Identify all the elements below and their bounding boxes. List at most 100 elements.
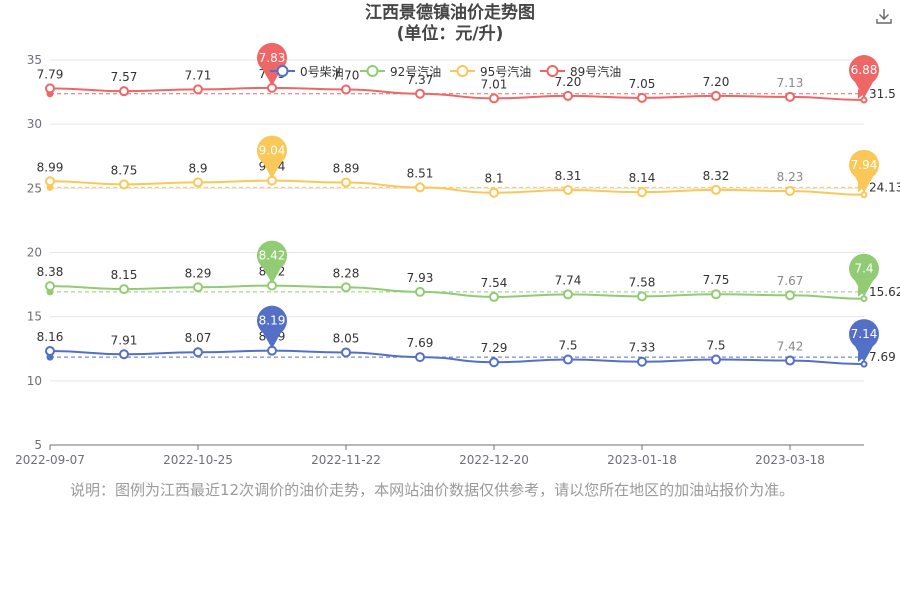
data-label: 7.42 — [777, 340, 804, 354]
legend-label: 89号汽油 — [570, 64, 621, 79]
data-label: 7.5 — [706, 339, 725, 353]
data-point — [860, 360, 868, 368]
series-1: 15.62 8.38 8.15 8.29 8.42 8.28 7.93 7.54 7.74 7.5… — [37, 240, 900, 303]
data-label: 7.13 — [777, 76, 804, 90]
x-tick-label: 2022-10-25 — [163, 453, 233, 467]
legend-item-0: 0号柴油 — [270, 65, 344, 79]
max-marker: 8.19 — [257, 305, 288, 349]
data-label: 7.54 — [481, 276, 508, 290]
data-point — [785, 355, 795, 366]
series-line — [49, 284, 865, 300]
x-tick-label: 2023-01-18 — [607, 453, 677, 467]
data-point — [711, 184, 721, 195]
legend-symbol — [546, 65, 559, 77]
max-marker: 9.04 — [257, 135, 288, 179]
marker-pin-label: 6.88 — [851, 63, 878, 77]
data-point — [119, 179, 129, 190]
data-label: 8.9 — [188, 161, 207, 175]
x-tick-label: 2022-12-20 — [459, 453, 529, 467]
data-point — [860, 96, 868, 104]
last-marker: 7.4 — [849, 253, 880, 297]
marker-pin-label: 7.4 — [854, 262, 873, 276]
average-line-arrow — [858, 88, 864, 99]
data-label: 7.37 — [407, 73, 434, 87]
data-point — [415, 182, 425, 193]
data-label: 8.99 — [37, 160, 64, 174]
data-label: 7.05 — [629, 77, 656, 91]
data-point — [193, 282, 203, 293]
chart-note: 说明：图例为江西最近12次调价的油价走势，本网站油价数据仅供参考，请以您所在地区… — [70, 481, 795, 499]
data-point — [341, 347, 351, 358]
data-point — [45, 346, 55, 357]
marker-pin — [257, 240, 288, 284]
data-point — [563, 354, 573, 365]
legend-label: 0号柴油 — [300, 65, 344, 79]
data-label: 7.33 — [629, 341, 656, 355]
chart-title-main: 江西景德镇油价走势图 — [365, 3, 535, 23]
data-point — [489, 187, 499, 198]
data-label: 8.51 — [407, 166, 434, 180]
marker-pin — [849, 55, 880, 99]
series-line — [49, 86, 865, 102]
data-point — [563, 90, 573, 101]
chart-subtitle: (单位：元/升) — [396, 24, 504, 44]
y-tick-label: 25 — [27, 181, 42, 195]
data-label: 7.20 — [703, 75, 730, 89]
legend-label: 92号汽油 — [390, 64, 441, 79]
legend-symbol — [276, 65, 289, 77]
data-label: 8.32 — [703, 169, 730, 183]
legend-item-2: 95号汽油 — [450, 64, 531, 79]
legend-symbol — [366, 65, 379, 77]
y-tick-label: 5 — [34, 438, 42, 452]
data-point — [711, 90, 721, 101]
chart-grid — [50, 59, 864, 446]
marker-pin — [849, 319, 880, 363]
series-0: 7.69 8.16 7.91 8.07 8.19 8.05 7.69 7.29 7.5 7.33 7… — [37, 305, 896, 368]
data-label: 7.20 — [555, 75, 582, 89]
x-tick-label: 2022-11-22 — [311, 453, 381, 467]
data-point — [415, 352, 425, 363]
data-point — [563, 289, 573, 300]
legend-symbol — [456, 65, 469, 77]
y-tick-label: 10 — [27, 374, 42, 388]
data-point — [711, 354, 721, 365]
y-tick-label: 30 — [27, 117, 42, 131]
data-point — [45, 83, 55, 94]
data-label: 8.31 — [555, 169, 582, 183]
data-point — [341, 177, 351, 188]
data-label: 7.67 — [777, 274, 804, 288]
data-point — [489, 357, 499, 368]
data-point — [785, 186, 795, 197]
data-point — [489, 291, 499, 302]
data-label: 7.74 — [555, 273, 582, 287]
data-point — [860, 191, 868, 199]
download-icon[interactable] — [874, 6, 894, 26]
marker-pin — [257, 135, 288, 179]
marker-pin — [257, 305, 288, 349]
data-point — [45, 281, 55, 292]
average-line-label: 15.62 — [869, 285, 900, 299]
x-tick-label: 2023-03-18 — [755, 453, 825, 467]
data-label: 7.93 — [407, 271, 434, 285]
data-label: 7.75 — [703, 273, 730, 287]
data-point — [193, 177, 203, 188]
data-label: 7.79 — [37, 67, 64, 81]
y-tick-label: 20 — [27, 246, 42, 260]
marker-pin — [257, 42, 288, 86]
data-label: 8.07 — [185, 331, 212, 345]
chart-series: 7.69 8.16 7.91 8.07 8.19 8.05 7.69 7.29 7.5 7.33 7… — [37, 42, 900, 368]
data-point — [341, 282, 351, 293]
marker-pin-label: 7.83 — [259, 51, 286, 65]
data-label: 8.28 — [333, 266, 360, 280]
data-label: 8.1 — [484, 172, 503, 186]
data-point — [785, 290, 795, 301]
data-point — [119, 284, 129, 295]
average-line-arrow — [858, 286, 864, 297]
data-label: 8.14 — [629, 171, 656, 185]
data-point — [119, 86, 129, 97]
series-3: 31.5 7.79 7.57 7.71 7.83 7.70 7.37 7.01 7.20 7.05… — [37, 42, 896, 104]
y-tick-label: 15 — [27, 310, 42, 324]
data-point — [341, 84, 351, 95]
data-label: 7.70 — [333, 69, 360, 83]
marker-pin-label: 7.94 — [851, 158, 878, 172]
